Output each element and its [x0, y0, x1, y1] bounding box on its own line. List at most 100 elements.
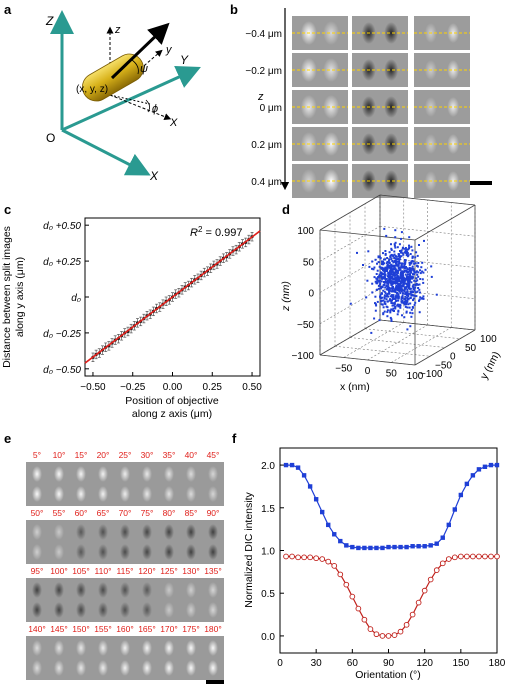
d-point	[417, 275, 420, 278]
f-point-square	[344, 543, 349, 548]
d-point	[422, 295, 425, 298]
f-data	[283, 462, 500, 639]
f-point-square	[482, 464, 488, 469]
d-point	[404, 278, 407, 280]
f-point-circle	[325, 558, 332, 565]
e-angle-label: 90°	[207, 508, 220, 518]
d-point	[403, 302, 406, 305]
d-point	[390, 276, 393, 278]
e-angle-label: 80°	[163, 508, 176, 518]
d-point	[399, 271, 402, 274]
d-point	[383, 276, 386, 278]
d-point	[403, 269, 406, 272]
d-point	[407, 283, 410, 286]
d-point	[410, 269, 413, 272]
d-z-tick-label: 50	[303, 257, 315, 268]
d-point	[379, 266, 382, 269]
d-point	[400, 251, 403, 254]
e-particle-bottom	[164, 486, 174, 502]
d-point	[396, 299, 399, 302]
d-point	[411, 267, 414, 270]
d-point	[419, 269, 421, 272]
d-point	[400, 279, 403, 282]
f-point-square	[386, 544, 391, 550]
d-point	[393, 243, 396, 246]
d-point	[416, 254, 419, 257]
d-point	[397, 305, 400, 308]
d-point	[404, 259, 407, 262]
d-point	[391, 304, 394, 307]
f-point-square	[440, 535, 445, 540]
e-particle-top	[54, 524, 64, 540]
f-point-square	[289, 462, 295, 468]
e-particle-top	[208, 466, 218, 482]
panel-letter-b: b	[230, 2, 238, 17]
d-point	[394, 229, 397, 232]
d-point	[385, 295, 388, 298]
b-image-tile	[414, 90, 470, 124]
d-point	[398, 288, 401, 291]
b-row-labels: −0.4 μm −0.2 μm 0 μm 0.2 μm 0.4 μm	[245, 29, 282, 188]
label-psi: ψ	[140, 63, 148, 75]
f-point-square	[416, 544, 421, 549]
d-x-tick-label: 0	[365, 366, 371, 377]
d-point	[410, 291, 413, 294]
d-point	[384, 278, 387, 281]
d-point	[384, 273, 387, 276]
d-point	[378, 319, 381, 322]
e-particle-bottom	[98, 660, 108, 676]
d-point	[375, 304, 378, 307]
d-point	[421, 261, 424, 264]
d-box-edge	[414, 329, 476, 366]
d-point	[418, 299, 420, 302]
b-image-tile	[352, 90, 408, 124]
d-point	[418, 311, 421, 314]
label-Y: Y	[180, 53, 189, 67]
d-point	[405, 254, 408, 257]
c-data	[84, 230, 261, 364]
e-angle-label: 115°	[117, 566, 134, 576]
f-point-circle	[482, 553, 488, 560]
d-point	[390, 249, 393, 251]
d-point	[378, 273, 381, 276]
d-point	[402, 284, 405, 287]
d-point	[375, 288, 378, 291]
d-point	[399, 256, 402, 259]
e-angle-label: 95°	[31, 566, 44, 576]
e-particle-bottom	[208, 486, 218, 502]
d-point	[407, 277, 409, 280]
d-point	[418, 244, 420, 246]
d-point	[413, 294, 416, 297]
d-point	[390, 247, 393, 250]
e-particle-top	[32, 582, 42, 598]
f-point-square	[338, 538, 343, 544]
f-point-circle	[439, 560, 446, 567]
d-point	[400, 255, 403, 258]
local-x-axis	[109, 94, 172, 120]
d-point	[388, 270, 391, 273]
d-point	[385, 281, 388, 284]
b-image-tile	[352, 53, 408, 87]
d-point	[388, 287, 391, 289]
d-point	[391, 260, 394, 262]
d-point	[390, 318, 393, 321]
d-point	[405, 292, 408, 295]
d-point	[406, 328, 409, 331]
d-point	[412, 299, 414, 302]
d-point	[393, 268, 396, 271]
d-point	[393, 290, 396, 293]
d-point	[392, 261, 395, 264]
d-point	[397, 297, 400, 300]
d-point	[391, 277, 394, 280]
d-point	[382, 268, 385, 271]
d-point	[404, 305, 407, 308]
f-point-square	[313, 497, 319, 502]
f-point-circle	[470, 553, 476, 560]
d-point	[406, 250, 409, 253]
d-point	[397, 269, 400, 272]
d-point	[381, 277, 384, 280]
d-point	[394, 269, 397, 272]
d-point	[414, 291, 417, 294]
d-point	[392, 290, 395, 293]
d-point	[389, 298, 391, 301]
